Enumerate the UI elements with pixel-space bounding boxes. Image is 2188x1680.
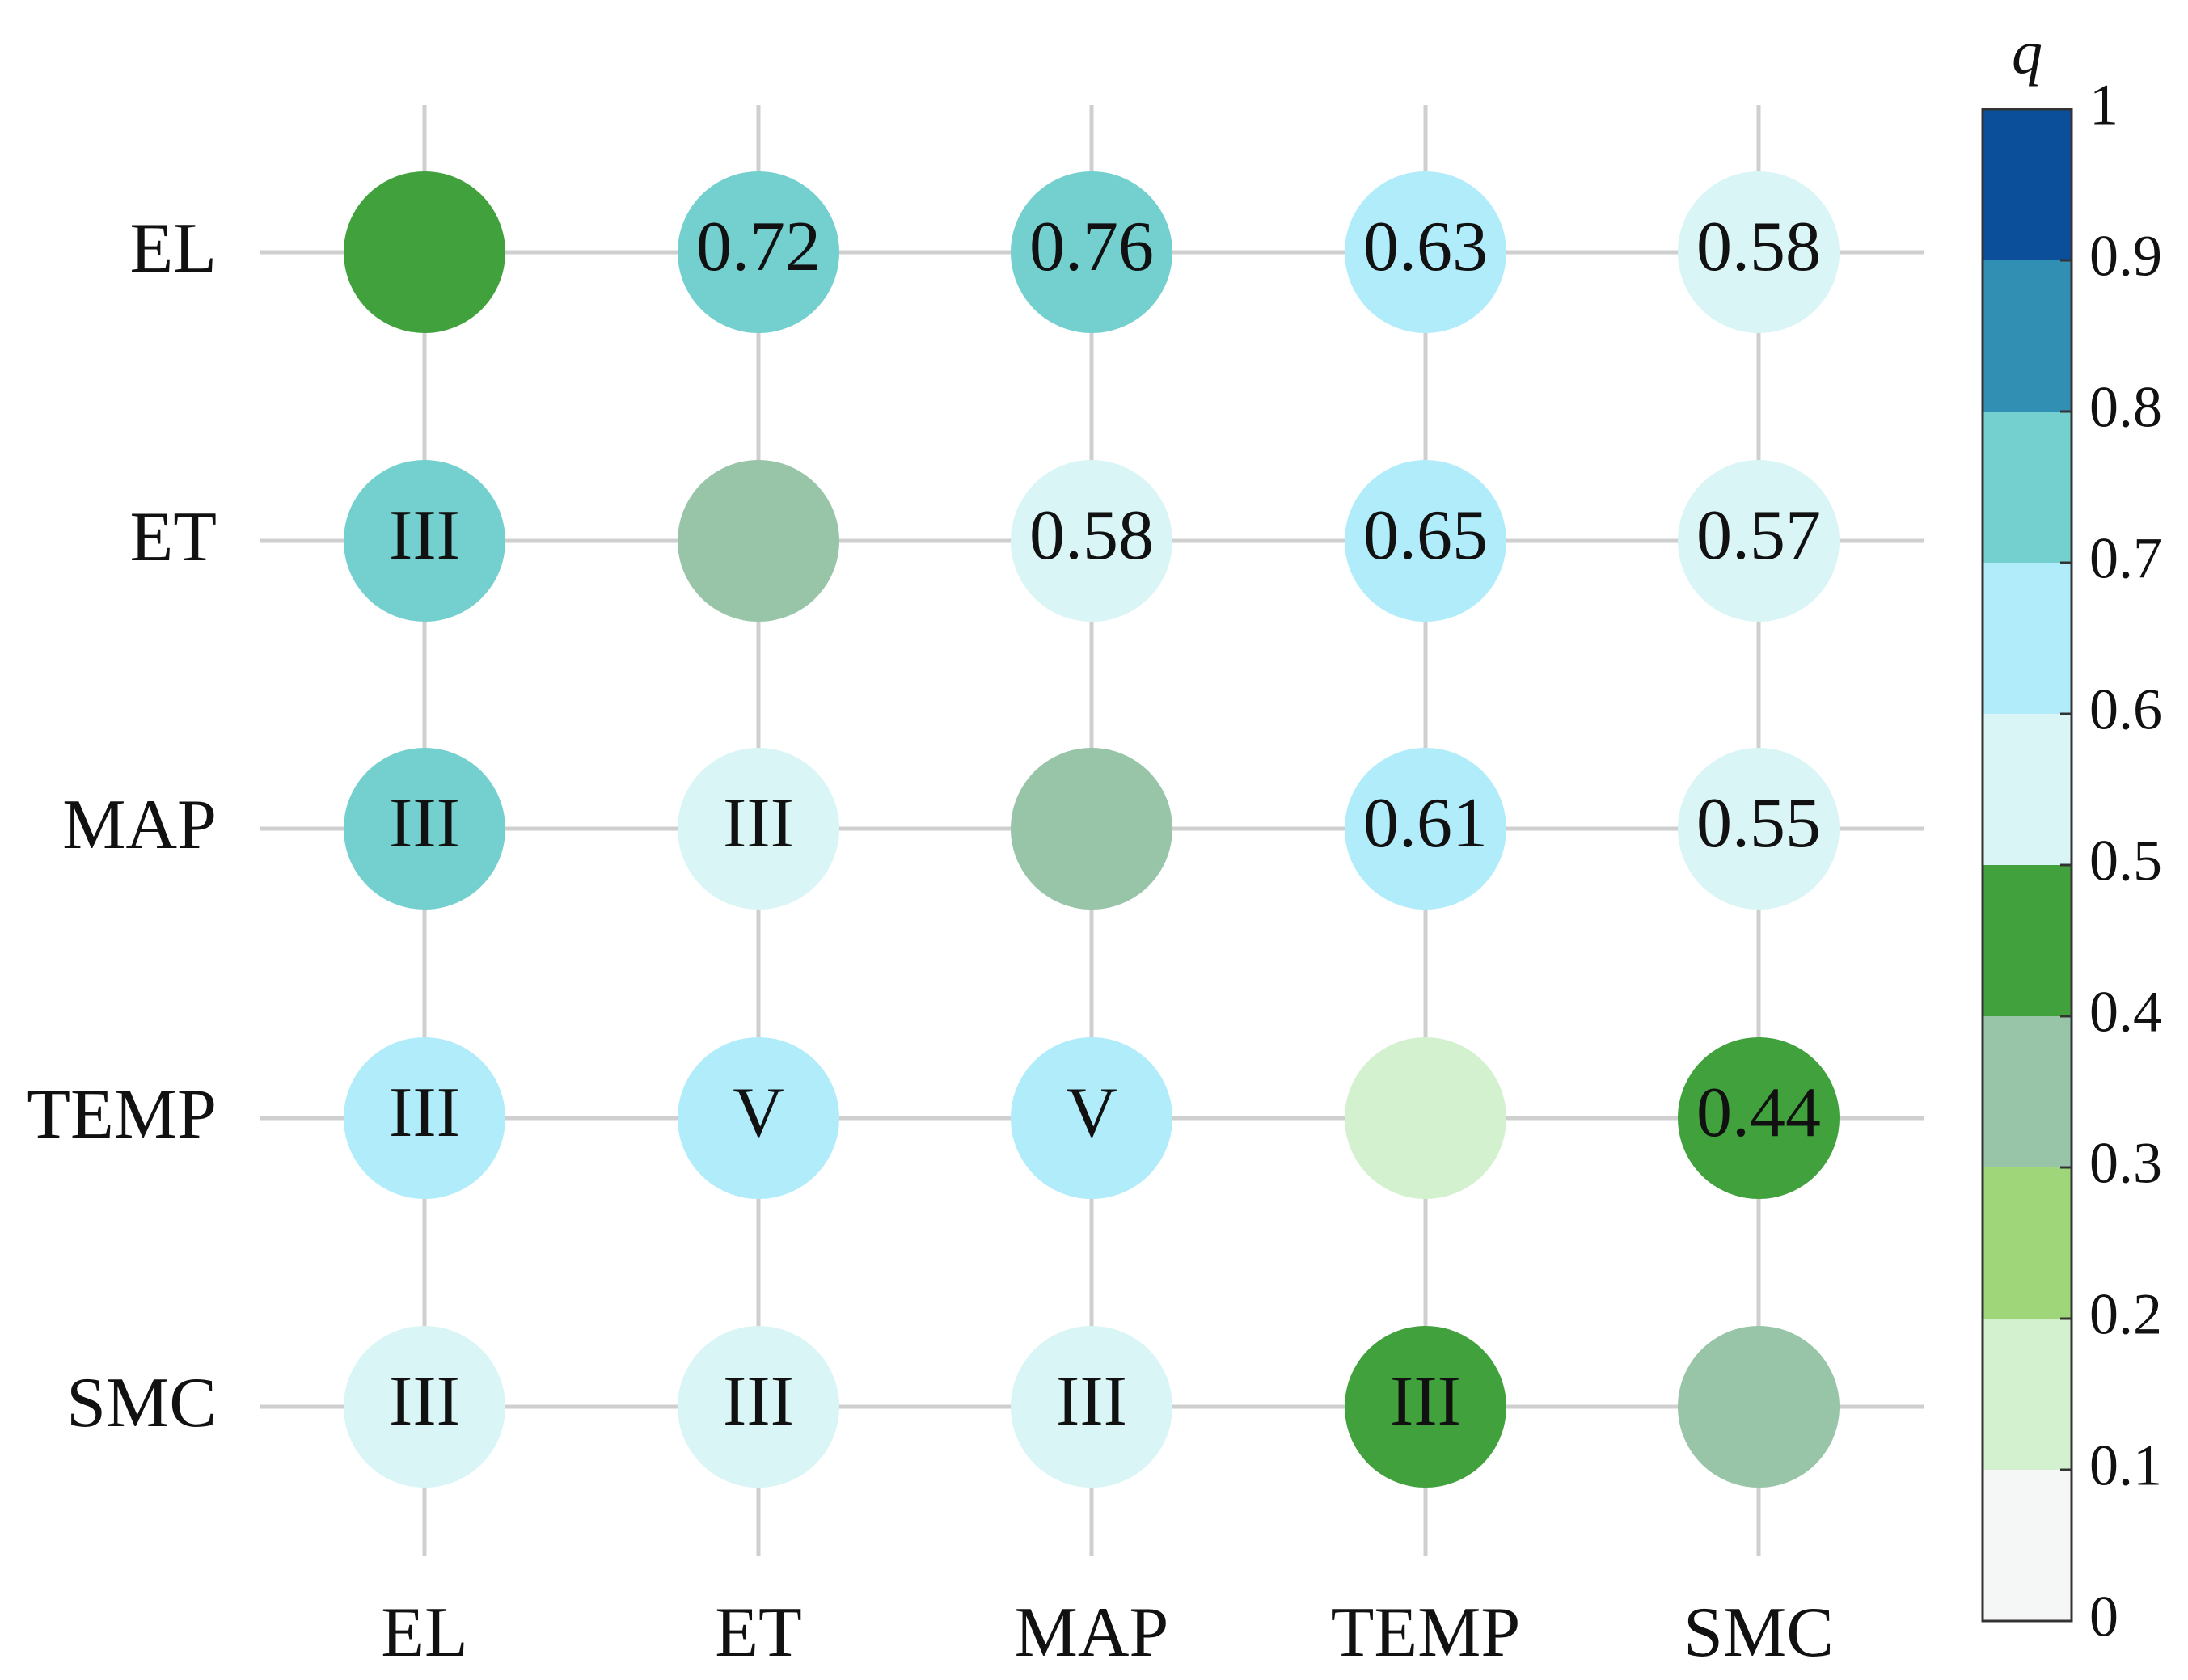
- cell-circle-EL-ET: [678, 171, 839, 333]
- cell-circle-SMC-SMC: [1678, 1326, 1840, 1488]
- col-label-MAP: MAP: [1015, 1593, 1169, 1672]
- colorbar-bin-6: [1983, 563, 2072, 714]
- colorbar-bin-4: [1983, 865, 2072, 1016]
- cell-circle-MAP-MAP: [1011, 748, 1172, 910]
- colorbar-title: q: [2012, 19, 2042, 87]
- cell-circle-TEMP-TEMP: [1345, 1037, 1506, 1199]
- cell-circle-TEMP-SMC: [1678, 1037, 1840, 1199]
- colorbar-tick-label-1: 0.1: [2089, 1433, 2162, 1498]
- col-label-TEMP: TEMP: [1331, 1593, 1521, 1672]
- row-label-ET: ET: [129, 498, 217, 576]
- cell-circle-ET-MAP: [1011, 460, 1172, 622]
- colorbar-bin-9: [1983, 109, 2072, 260]
- colorbar-tick-label-10: 1: [2089, 73, 2118, 137]
- row-label-EL: EL: [129, 209, 217, 288]
- cell-circle-EL-EL: [344, 171, 505, 333]
- cell-circle-TEMP-ET: [678, 1037, 839, 1199]
- colorbar-bin-5: [1983, 714, 2072, 865]
- cell-label-TEMP-MAP: V: [1066, 1074, 1117, 1152]
- cell-label-ET-TEMP: 0.65: [1363, 496, 1488, 575]
- cell-circle-EL-MAP: [1011, 171, 1172, 333]
- cell-circle-EL-SMC: [1678, 171, 1840, 333]
- colorbar-tick-label-4: 0.4: [2089, 980, 2162, 1045]
- colorbar-tick-label-2: 0.2: [2089, 1282, 2162, 1347]
- cell-label-MAP-SMC: 0.55: [1696, 784, 1821, 863]
- col-label-EL: EL: [381, 1593, 468, 1672]
- cell-label-SMC-ET: III: [723, 1362, 794, 1441]
- cell-circle-SMC-ET: [678, 1326, 839, 1488]
- cell-circle-MAP-TEMP: [1345, 748, 1506, 910]
- cell-circle-ET-SMC: [1678, 460, 1840, 622]
- cell-circle-SMC-TEMP: [1345, 1326, 1506, 1488]
- cell-circle-MAP-EL: [344, 748, 505, 910]
- cell-label-EL-ET: 0.72: [696, 208, 821, 286]
- row-label-SMC: SMC: [66, 1364, 217, 1442]
- cell-label-EL-SMC: 0.58: [1696, 208, 1821, 286]
- cell-label-MAP-EL: III: [389, 784, 460, 863]
- cell-circle-MAP-SMC: [1678, 748, 1840, 910]
- colorbar-bin-1: [1983, 1319, 2072, 1470]
- cell-circle-ET-EL: [344, 460, 505, 622]
- row-label-TEMP: TEMP: [27, 1075, 217, 1154]
- cell-label-ET-SMC: 0.57: [1696, 496, 1821, 575]
- cell-label-EL-TEMP: 0.63: [1363, 208, 1488, 286]
- colorbar-bin-2: [1983, 1167, 2072, 1319]
- colorbar-tick-label-0: 0: [2089, 1585, 2118, 1649]
- cell-circle-SMC-EL: [344, 1326, 505, 1488]
- cell-label-TEMP-ET: V: [733, 1074, 784, 1152]
- colorbar-bin-7: [1983, 412, 2072, 563]
- colorbar-tick-label-5: 0.5: [2089, 829, 2162, 893]
- cell-label-EL-MAP: 0.76: [1029, 208, 1154, 286]
- cell-label-SMC-EL: III: [389, 1362, 460, 1441]
- cell-circle-TEMP-EL: [344, 1037, 505, 1199]
- colorbar-tick-label-6: 0.6: [2089, 677, 2162, 742]
- cell-label-ET-EL: III: [389, 496, 460, 575]
- colorbar-bin-0: [1983, 1470, 2072, 1621]
- colorbar-tick-label-9: 0.9: [2089, 224, 2162, 289]
- cell-label-TEMP-EL: III: [389, 1074, 460, 1152]
- cell-label-MAP-TEMP: 0.61: [1363, 784, 1488, 863]
- cell-label-MAP-ET: III: [723, 784, 794, 863]
- colorbar-bin-8: [1983, 260, 2072, 412]
- cell-circle-EL-TEMP: [1345, 171, 1506, 333]
- cell-circle-TEMP-MAP: [1011, 1037, 1172, 1199]
- row-label-MAP: MAP: [62, 786, 217, 864]
- cell-circle-ET-ET: [678, 460, 839, 622]
- cell-label-TEMP-SMC: 0.44: [1696, 1074, 1821, 1152]
- cell-label-SMC-TEMP: III: [1390, 1362, 1461, 1441]
- cell-circle-ET-TEMP: [1345, 460, 1506, 622]
- colorbar-tick-label-7: 0.7: [2089, 526, 2162, 591]
- colorbar-bin-3: [1983, 1016, 2072, 1167]
- col-label-ET: ET: [715, 1593, 802, 1672]
- col-label-SMC: SMC: [1683, 1593, 1834, 1672]
- cell-label-ET-MAP: 0.58: [1029, 496, 1154, 575]
- colorbar-tick-label-3: 0.3: [2089, 1131, 2162, 1196]
- cell-circle-SMC-MAP: [1011, 1326, 1172, 1488]
- colorbar-tick-label-8: 0.8: [2089, 375, 2162, 440]
- cell-circle-MAP-ET: [678, 748, 839, 910]
- cell-label-SMC-MAP: III: [1056, 1362, 1127, 1441]
